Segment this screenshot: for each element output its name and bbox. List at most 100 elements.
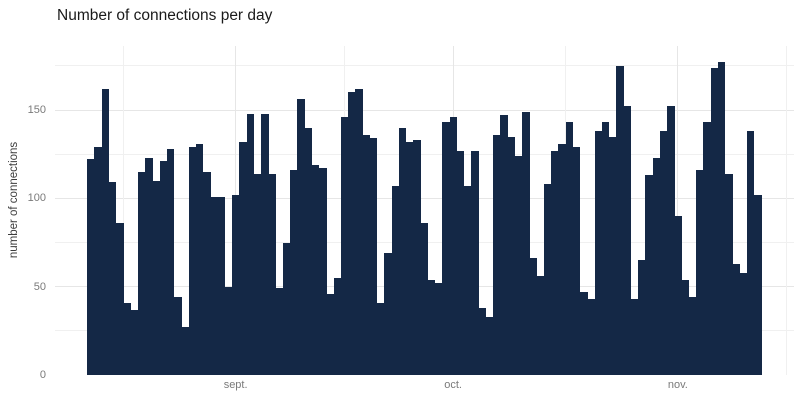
x-tick-label-nov: nov. (667, 379, 688, 391)
bar-day-48 (435, 283, 443, 375)
bar-day-86 (710, 67, 719, 375)
bar-day-67 (572, 147, 581, 375)
bar-day-63 (543, 184, 552, 375)
gridline-x-minor (122, 46, 124, 375)
bar-day-56 (493, 134, 501, 375)
bar-day-16 (203, 171, 211, 375)
bar-day-79 (659, 131, 668, 375)
bar-day-6 (130, 309, 139, 375)
bar-day-41 (384, 253, 392, 375)
bar-day-21 (239, 141, 247, 375)
bar-day-30 (304, 127, 313, 375)
bar-day-19 (224, 286, 233, 375)
bar-day-78 (652, 157, 661, 375)
bar-day-72 (609, 136, 617, 375)
bar-day-43 (398, 127, 407, 375)
bar-day-22 (246, 113, 255, 375)
bar-day-83 (688, 297, 697, 375)
bar-day-54 (478, 307, 487, 375)
bar-day-10 (159, 161, 168, 375)
bar-day-84 (696, 170, 704, 375)
bar-day-18 (217, 196, 226, 375)
y-tick-label: 50 (33, 280, 46, 293)
chart-title: Number of connections per day (57, 7, 273, 24)
x-tick-label-oct: oct. (444, 379, 462, 391)
bar-day-49 (442, 122, 450, 375)
bar-day-80 (667, 106, 675, 375)
bar-day-0 (87, 159, 95, 375)
bar-day-71 (601, 122, 610, 375)
bar-day-75 (630, 299, 639, 375)
bar-day-24 (261, 113, 269, 375)
bar-day-70 (594, 131, 603, 375)
bar-day-66 (565, 122, 574, 375)
bar-day-82 (681, 279, 690, 375)
bar-day-27 (282, 242, 291, 375)
bar-day-89 (732, 263, 740, 375)
bar-day-2 (101, 88, 110, 375)
bar-day-1 (94, 147, 102, 375)
bar-day-85 (703, 122, 711, 375)
bar-day-45 (413, 140, 421, 375)
bar-day-90 (739, 272, 748, 375)
bar-day-87 (717, 62, 726, 375)
bar-day-39 (369, 138, 378, 375)
bar-day-73 (616, 65, 624, 375)
bar-day-53 (471, 150, 479, 375)
gridline-y-minor (55, 153, 794, 155)
bar-day-50 (449, 117, 458, 375)
bar-day-26 (275, 288, 284, 375)
bar-day-7 (137, 171, 146, 375)
gridline-x-minor (786, 46, 788, 375)
bar-day-47 (427, 279, 436, 375)
gridline-y-major (55, 197, 794, 199)
bar-day-55 (485, 316, 494, 375)
bar-day-20 (232, 194, 240, 375)
bar-day-9 (152, 180, 160, 375)
bar-day-44 (406, 141, 414, 375)
bar-day-8 (145, 157, 153, 375)
bar-day-88 (725, 173, 733, 375)
bar-day-11 (166, 148, 175, 375)
bar-day-31 (311, 164, 320, 375)
bar-day-61 (529, 258, 537, 375)
bar-day-35 (340, 117, 349, 375)
bar-day-65 (558, 143, 566, 375)
bar-day-64 (551, 150, 559, 375)
plot-panel (55, 46, 794, 375)
bar-day-33 (326, 293, 334, 375)
bar-day-92 (754, 194, 762, 375)
x-tick-label-sept: sept. (223, 379, 248, 391)
bar-day-74 (623, 106, 632, 375)
bar-day-34 (333, 277, 342, 375)
gridline-y-minor (55, 65, 794, 67)
bar-day-23 (253, 173, 262, 375)
bar-day-36 (348, 92, 356, 375)
bar-day-51 (456, 150, 465, 375)
bar-day-32 (319, 168, 327, 375)
gridline-x-major (677, 46, 679, 375)
bar-day-29 (297, 99, 305, 375)
bar-day-68 (580, 291, 588, 375)
bar-day-60 (522, 111, 530, 375)
bar-day-15 (195, 143, 204, 375)
bar-day-57 (500, 115, 508, 375)
bar-day-77 (645, 175, 653, 375)
bar-day-69 (587, 299, 595, 375)
bar-day-76 (638, 260, 646, 375)
bar-day-59 (514, 155, 523, 375)
bar-day-81 (674, 216, 682, 375)
bar-day-38 (362, 134, 371, 375)
gridline-y-major (55, 109, 794, 111)
y-tick-label: 100 (27, 192, 46, 205)
bar-day-3 (108, 182, 117, 375)
bar-day-5 (123, 302, 131, 375)
y-tick-label: 0 (39, 369, 46, 381)
bar-day-25 (268, 173, 276, 375)
bar-day-91 (746, 131, 755, 375)
bar-day-14 (188, 147, 197, 375)
bar-day-52 (464, 185, 472, 375)
bar-day-42 (391, 185, 400, 375)
bar-day-13 (181, 327, 189, 375)
